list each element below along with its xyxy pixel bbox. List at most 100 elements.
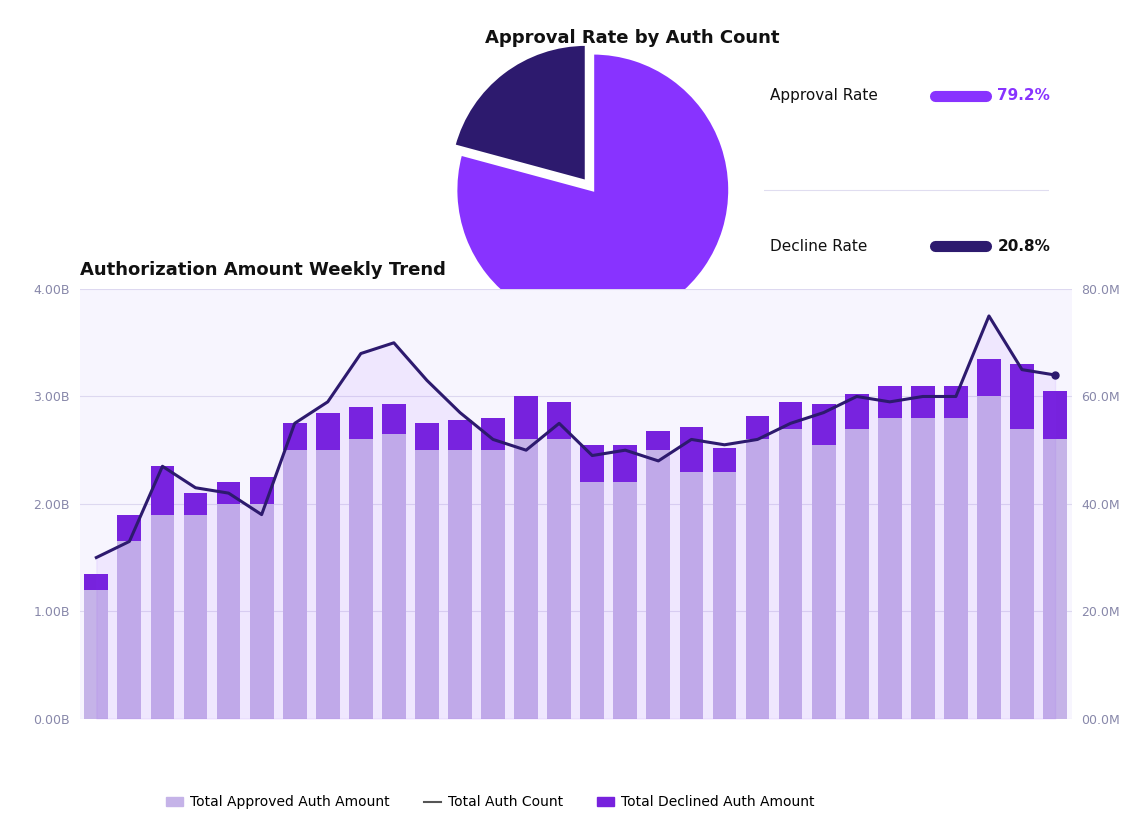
Bar [646,431,670,450]
Total Auth Count [454,407,467,417]
Bar [779,402,803,429]
Bar [613,444,637,482]
Total Auth Count [188,482,203,492]
Bar [878,418,902,719]
Total Auth Count [155,461,169,471]
Text: Approval Rate by Auth Count: Approval Rate by Auth Count [486,29,780,47]
Bar [382,404,406,434]
Bar [977,358,1001,396]
Total Auth Count [651,456,665,466]
Total Auth Count [718,439,732,449]
Bar [679,472,703,719]
Bar [1010,364,1034,429]
Bar [746,415,770,439]
Bar [977,396,1001,719]
Total Auth Count [519,445,532,455]
Total Auth Count [917,392,930,401]
Total Auth Count [849,392,864,401]
Bar [382,434,406,719]
Bar [150,466,174,515]
Bar [150,515,174,719]
Total Auth Count [486,434,499,444]
Bar [184,515,207,719]
Bar [547,401,571,439]
Bar [514,439,538,719]
Bar [117,542,141,719]
Bar [580,444,604,482]
Total Auth Count [948,392,962,401]
Total Auth Count [684,434,698,444]
Total Auth Count [783,418,797,428]
Bar [547,439,571,719]
Total Auth Count [816,407,830,417]
Bar [911,418,935,719]
Total Auth Count [321,397,335,407]
Total Auth Count [1015,365,1028,375]
Bar [481,450,505,719]
Bar [514,396,538,439]
Bar [283,423,307,450]
Bar [84,590,108,719]
Total Auth Count [618,445,632,455]
Text: Authorization Amount Weekly Trend: Authorization Amount Weekly Trend [80,261,446,279]
Bar [845,394,869,429]
Bar [84,573,108,590]
Text: 79.2%: 79.2% [998,88,1050,103]
Total Auth Count [287,418,301,428]
Bar [349,439,373,719]
Bar [878,386,902,418]
Bar [944,386,968,418]
Bar [481,418,505,450]
Bar [779,429,803,719]
Bar [613,482,637,719]
Bar [911,386,935,418]
Bar [712,472,736,719]
Bar [679,426,703,472]
Total Auth Count [255,510,269,520]
Bar [316,450,340,719]
Text: 20.8%: 20.8% [998,239,1050,254]
Legend: Total Approved Auth Amount, Total Auth Count, Total Declined Auth Amount: Total Approved Auth Amount, Total Auth C… [161,790,820,815]
Bar [316,413,340,450]
Bar [646,450,670,719]
Bar [217,504,241,719]
Total Auth Count [89,553,104,563]
Total Auth Count [552,418,565,428]
Total Auth Count [882,397,896,407]
Bar [250,504,274,719]
Wedge shape [454,45,586,181]
Bar [1043,439,1067,719]
Line: Total Auth Count: Total Auth Count [96,316,1056,558]
Bar [580,482,604,719]
Bar [415,423,439,450]
Bar [746,439,770,719]
Bar [845,429,869,719]
Bar [184,493,207,515]
Bar [1043,392,1067,439]
Bar [448,420,472,450]
Bar [283,450,307,719]
Bar [944,418,968,719]
Bar [812,444,836,719]
Total Auth Count [750,434,764,444]
Bar [250,477,274,504]
Total Auth Count [221,488,236,498]
Bar [349,407,373,439]
Bar [117,515,141,542]
Total Auth Count [586,451,600,461]
Total Auth Count [388,338,401,348]
Text: Approval Rate: Approval Rate [770,88,878,103]
Total Auth Count [420,375,433,385]
Bar [415,450,439,719]
Bar [1010,429,1034,719]
Total Auth Count [982,311,996,321]
Wedge shape [456,53,730,327]
Bar [812,404,836,444]
Total Auth Count [353,349,367,358]
Total Auth Count [1049,370,1062,380]
Total Auth Count [123,537,137,547]
Bar [712,448,736,472]
Bar [217,482,241,504]
Text: Decline Rate: Decline Rate [770,239,866,254]
Bar [448,450,472,719]
